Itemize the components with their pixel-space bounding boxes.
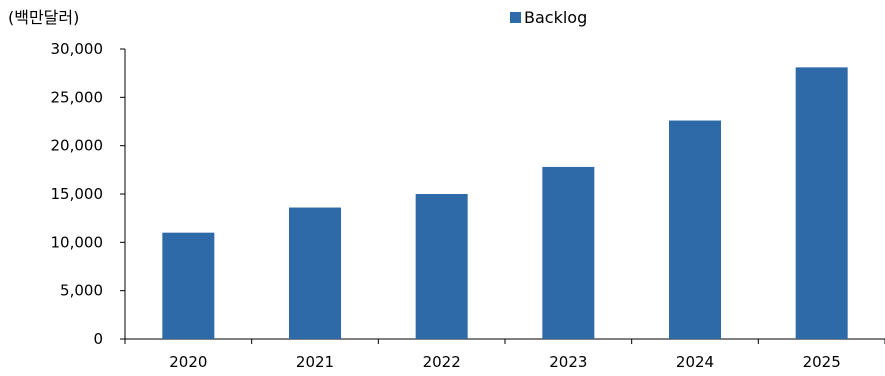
y-axis-ticks: 0 5,000 10,000 15,000 20,000 25,000 30,000 xyxy=(51,40,125,348)
bar-2024 xyxy=(669,120,721,340)
x-tick-label: 2020 xyxy=(169,353,207,371)
bar-2023 xyxy=(542,166,595,339)
x-tick-label: 2022 xyxy=(423,353,461,371)
x-tick-label: 2024 xyxy=(676,353,714,371)
y-tick-label: 5,000 xyxy=(60,282,103,300)
y-tick-label: 15,000 xyxy=(51,185,104,203)
x-tick-label: 2021 xyxy=(296,353,334,371)
axes xyxy=(124,49,885,340)
y-tick-label: 20,000 xyxy=(51,137,104,155)
bar-2020 xyxy=(162,232,215,339)
legend-swatch xyxy=(510,12,521,23)
legend: Backlog xyxy=(510,8,587,27)
y-tick-label: 0 xyxy=(93,330,103,348)
bar-2025 xyxy=(795,67,848,339)
bar-2022 xyxy=(415,194,468,339)
y-tick-label: 30,000 xyxy=(51,40,104,58)
y-unit-label: (백만달러) xyxy=(8,8,79,27)
x-tick-label: 2025 xyxy=(803,353,841,371)
y-tick-label: 10,000 xyxy=(51,233,104,251)
bars xyxy=(162,67,848,340)
x-axis-ticks: 2020 2021 2022 2023 2024 2025 xyxy=(124,339,885,371)
bar-2021 xyxy=(289,207,341,339)
y-tick-label: 25,000 xyxy=(51,88,104,106)
legend-label-backlog: Backlog xyxy=(524,8,587,27)
x-tick-label: 2023 xyxy=(549,353,587,371)
